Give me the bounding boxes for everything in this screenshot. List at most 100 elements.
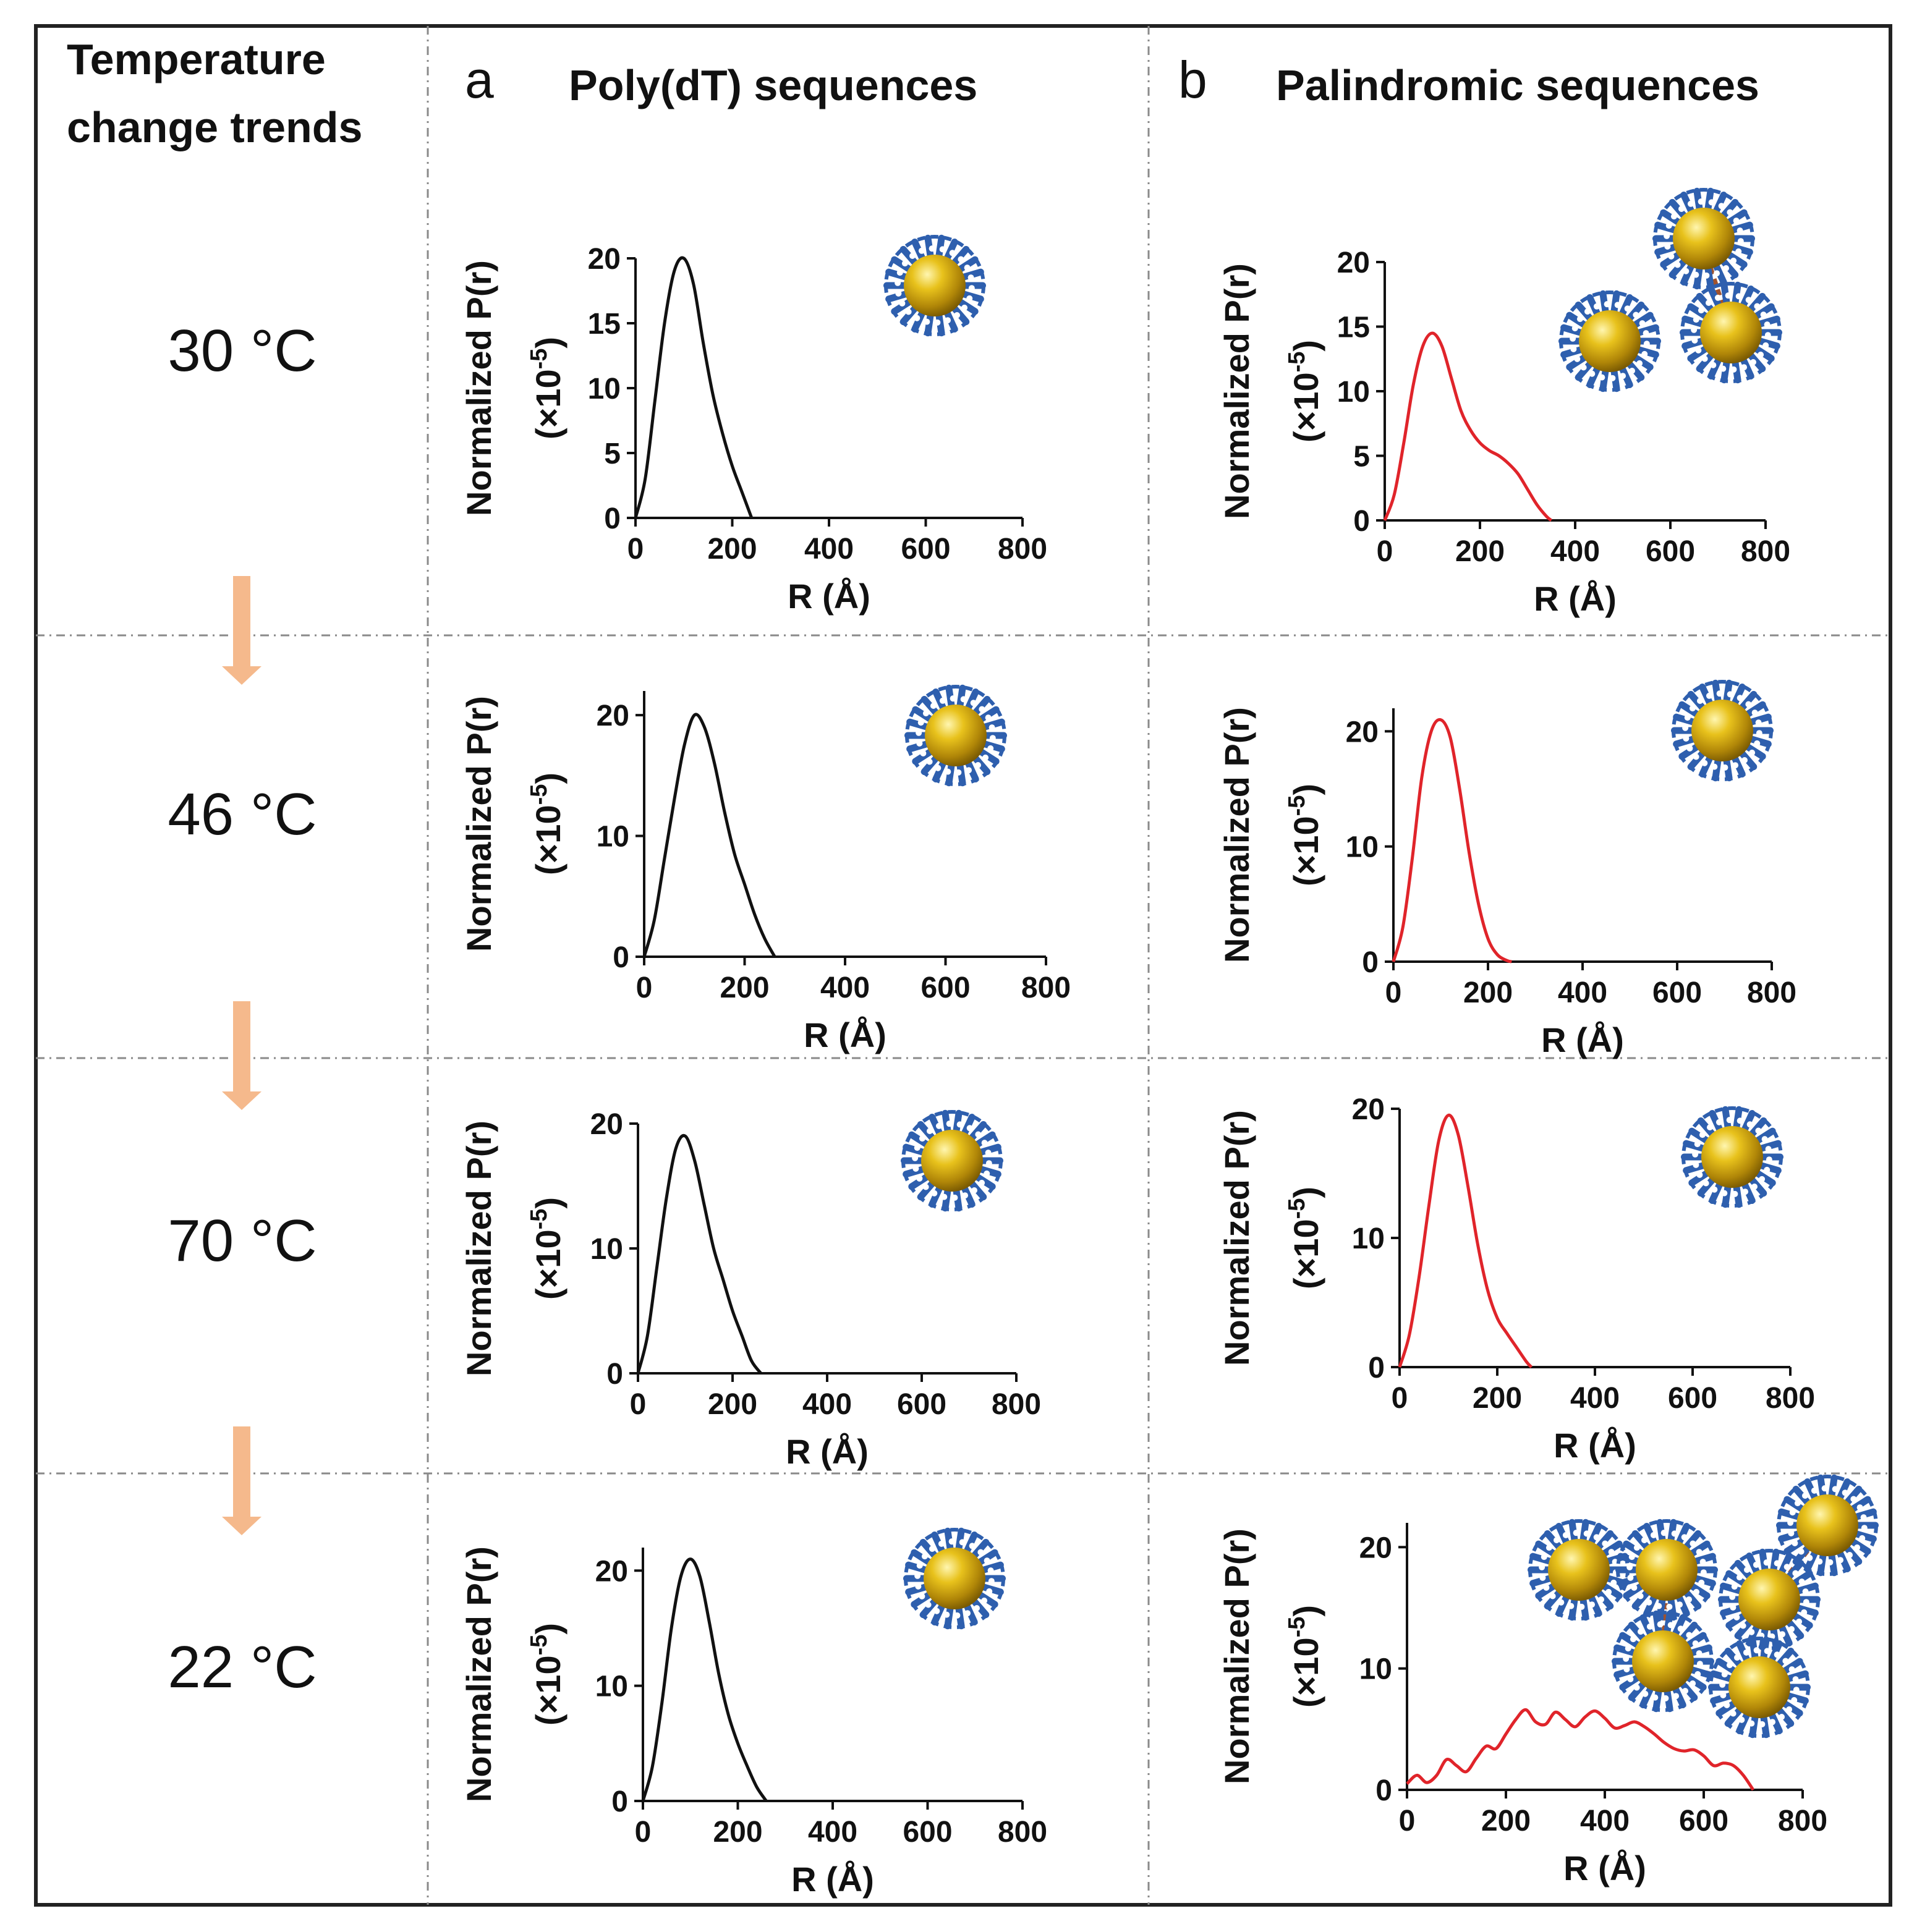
gold-core [1691, 700, 1753, 761]
dna-gap [1727, 691, 1733, 698]
dna-gap [1749, 749, 1756, 756]
gold-nanoparticle-icon [1718, 1548, 1821, 1651]
x-tick-label: 600 [901, 533, 950, 566]
dna-gap [1667, 1622, 1674, 1629]
dna-gap [1706, 692, 1712, 699]
y-tick-label: 0 [1368, 1352, 1385, 1384]
dna-gap [1736, 1574, 1743, 1581]
dna-gap [1832, 1486, 1839, 1493]
x-tick-label: 800 [1778, 1805, 1827, 1837]
dna-gap [1690, 1680, 1696, 1687]
dna-gap [1593, 303, 1600, 310]
dna-gap [1725, 292, 1732, 299]
dna-gap [975, 761, 982, 768]
dna-gap [1657, 1621, 1664, 1628]
dna-gap [1571, 325, 1578, 332]
dna-gap [1783, 1564, 1790, 1570]
dna-gap [1850, 1496, 1857, 1502]
dna-gap [1692, 1151, 1699, 1158]
dna-gap [925, 1601, 932, 1608]
dna-gap [1755, 1127, 1762, 1134]
y-tick-label: 10 [597, 821, 629, 854]
x-tick-label: 200 [1463, 977, 1513, 1009]
dna-gap [1793, 1687, 1800, 1693]
p-r-curve [1383, 331, 1553, 522]
dna-gap [1703, 272, 1710, 279]
y-tick-label: 0 [606, 1358, 623, 1391]
dna-gap [1760, 311, 1767, 318]
x-tick-label: 0 [1377, 535, 1393, 568]
y-tick-label: 20 [1346, 716, 1379, 748]
dna-gap [1847, 1551, 1853, 1558]
x-tick-label: 400 [1570, 1382, 1620, 1415]
dna-gap [1802, 1588, 1809, 1595]
dna-gap [916, 740, 923, 747]
dna-gap [1837, 1557, 1844, 1564]
dna-gap [1683, 735, 1690, 742]
panel-b-title: Palindromic sequences [1276, 61, 1759, 109]
dna-gap [1754, 740, 1761, 747]
nanoparticle-cluster-icon [1528, 1474, 1879, 1739]
dna-gap [1827, 1559, 1834, 1566]
gold-core [1701, 1126, 1763, 1188]
dna-gap [1745, 701, 1752, 708]
dna-gap [966, 767, 972, 774]
y-tick-label: 0 [613, 941, 629, 974]
outer-frame [34, 24, 1892, 1907]
y-axis-unit-exponent: -5 [526, 1209, 552, 1230]
dna-gap [914, 1572, 921, 1579]
dna-gap [975, 1131, 982, 1138]
dna-gap [970, 700, 977, 706]
trend-title-line1: Temperature [67, 35, 326, 83]
y-tick-label: 15 [1337, 311, 1370, 344]
dna-gap [981, 1140, 988, 1146]
y-tick-label: 0 [604, 502, 621, 535]
dna-gap [1609, 375, 1616, 381]
dna-gap [1678, 206, 1685, 213]
y-axis-unit-close: ) [1286, 1187, 1325, 1198]
dna-gap [1787, 1519, 1794, 1526]
x-tick-label: 600 [1646, 535, 1695, 568]
dna-gap [958, 256, 964, 263]
y-tick-label: 0 [1362, 946, 1379, 979]
dna-shell [901, 1110, 1003, 1211]
p-r-curve [634, 256, 754, 519]
dna-gap [1583, 1530, 1590, 1537]
y-axis-unit: (×10-5) [1284, 1605, 1325, 1708]
dna-gap [1693, 753, 1699, 760]
dna-gap [1748, 1629, 1755, 1635]
dna-gap [1693, 1588, 1700, 1595]
dna-gap [909, 253, 916, 260]
dna-gap [1664, 232, 1670, 239]
dna-gap [1764, 332, 1771, 339]
dna-gap [1722, 764, 1728, 771]
dna-gap [966, 1125, 973, 1132]
y-tick-label: 0 [611, 1786, 628, 1818]
dna-gap [985, 714, 992, 721]
dna-gap [1721, 1190, 1728, 1197]
gold-nanoparticle-icon [883, 234, 986, 337]
dna-gap [985, 1150, 992, 1156]
dna-gap [1753, 1561, 1759, 1568]
dna-gap [1786, 1706, 1793, 1713]
dna-gap [922, 1184, 929, 1190]
dna-gap [1662, 1695, 1669, 1701]
dna-gap [964, 265, 971, 271]
dna-gap [1681, 1534, 1688, 1541]
chart-poly-dt-46c: 0 200 400 600 800 0 10 20 R (Å) Normalized P(r) (×… [459, 691, 1071, 1054]
dna-gap [1741, 364, 1748, 371]
dna-gap [1660, 1530, 1667, 1536]
dna-gap [1686, 1632, 1693, 1638]
dna-gap [1756, 730, 1762, 737]
dna-gap [1598, 1596, 1605, 1603]
dna-gap [1683, 268, 1690, 274]
y-tick-label: 20 [595, 1555, 628, 1588]
dna-gap [1642, 1690, 1649, 1697]
dna-gap [1769, 1719, 1776, 1726]
dna-gap [1589, 370, 1596, 377]
dna-gap [1788, 1666, 1795, 1673]
dna-gap [914, 1145, 920, 1151]
y-axis-unit-close: ) [529, 337, 568, 349]
dna-gap [1743, 1567, 1750, 1574]
chart-palindromic-22c: 0 200 400 600 800 0 10 20 R (Å) Normalized P(r) (×… [1217, 1523, 1827, 1888]
